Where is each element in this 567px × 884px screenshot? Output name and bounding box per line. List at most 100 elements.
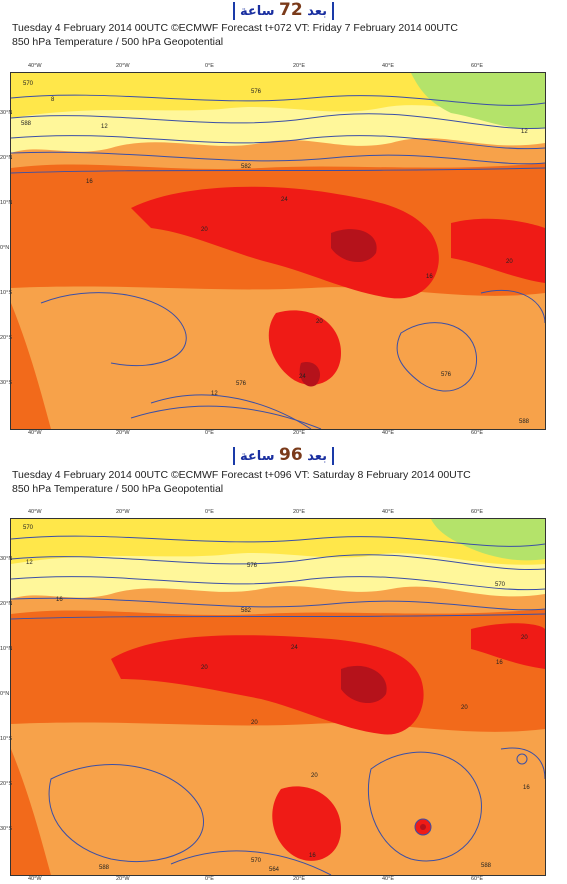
- temp-label: 20: [521, 635, 528, 641]
- lon-tick: 40°E: [382, 876, 394, 882]
- lon-tick: 40°W: [28, 509, 42, 515]
- temp-label: 12: [101, 124, 108, 130]
- lat-tick: 20°S: [0, 781, 12, 787]
- z500-label: 570: [495, 582, 506, 588]
- hottest-core: [341, 665, 387, 704]
- cold-zone: [411, 73, 545, 130]
- z500-label: 570: [251, 858, 262, 864]
- z500-label: 588: [519, 419, 530, 425]
- map-subtitle: 850 hPa Temperature / 500 hPa Geopotenti…: [12, 483, 224, 495]
- lat-tick: 30°N: [0, 110, 13, 116]
- lon-tick: 40°E: [382, 63, 394, 69]
- lon-tick: 0°E: [205, 63, 214, 69]
- z500-label: 570: [23, 81, 34, 87]
- map-title: Tuesday 4 February 2014 00UTC ©ECMWF For…: [12, 469, 471, 481]
- forecast-banner-box: بعد 96 ساعة: [233, 447, 334, 465]
- map-subtitle: 850 hPa Temperature / 500 hPa Geopotenti…: [12, 36, 224, 48]
- temp-label: 20: [316, 319, 323, 325]
- hot-zone-east: [451, 218, 545, 283]
- hot-zone-east: [471, 623, 545, 669]
- lat-tick: 30°S: [0, 380, 12, 386]
- hottest-core-south: [299, 362, 321, 387]
- temperature-labels: 8 12 16 20 24 20 24 16 20 12 12: [51, 97, 528, 397]
- temp-label: 20: [461, 705, 468, 711]
- cool-zone: [11, 73, 545, 118]
- temp-label: 16: [86, 179, 93, 185]
- lon-tick: 20°E: [293, 430, 305, 436]
- high-pressure-core: [420, 824, 426, 830]
- temp-label: 20: [311, 773, 318, 779]
- lon-tick: 60°E: [471, 430, 483, 436]
- banner-hours: 72: [279, 0, 303, 20]
- lon-tick: 0°E: [205, 876, 214, 882]
- temp-label: 24: [281, 197, 288, 203]
- lon-tick: 60°E: [471, 63, 483, 69]
- hot-zone-sahel: [131, 186, 439, 299]
- forecast-banner-96: بعد 96 ساعة: [0, 445, 567, 465]
- pressure-cell-east: [516, 753, 528, 765]
- warm-zone-southwest: [11, 303, 51, 429]
- temp-label: 16: [56, 597, 63, 603]
- z500-label: 570: [23, 525, 34, 531]
- forecast-banner-72: بعد 72 ساعة: [0, 0, 567, 20]
- geopotential-contours: [11, 94, 545, 429]
- lon-tick: 40°W: [28, 876, 42, 882]
- temperature-map: 12 16 20 24 20 20 20 20 16 16 16 570 576…: [10, 518, 546, 876]
- lon-tick: 20°W: [116, 509, 130, 515]
- temp-label: 20: [251, 720, 258, 726]
- z500-label: 588: [21, 121, 32, 127]
- temperature-map: 8 12 16 20 24 20 24 16 20 12 12 570 576 …: [10, 72, 546, 430]
- temp-label: 8: [51, 97, 55, 103]
- lat-tick: 10°S: [0, 290, 12, 296]
- geopotential-contours: [11, 535, 545, 875]
- temp-label: 12: [521, 129, 528, 135]
- hot-zone-south: [268, 310, 341, 385]
- lon-tick: 60°E: [471, 509, 483, 515]
- z500-label: 576: [251, 89, 262, 95]
- cool-zone: [11, 519, 545, 565]
- lat-tick: 20°N: [0, 601, 13, 607]
- z500-label: 564: [269, 867, 280, 873]
- temp-label: 16: [496, 660, 503, 666]
- lat-tick: 20°S: [0, 335, 12, 341]
- lon-tick: 20°W: [116, 63, 130, 69]
- lat-tick: 10°N: [0, 200, 13, 206]
- lon-tick: 20°E: [293, 876, 305, 882]
- temp-label: 16: [426, 274, 433, 280]
- lat-tick: 0°N: [0, 245, 10, 251]
- z500-label: 582: [241, 608, 252, 614]
- lon-tick: 20°W: [116, 876, 130, 882]
- lon-tick: 20°E: [293, 509, 305, 515]
- map-title: Tuesday 4 February 2014 00UTC ©ECMWF For…: [12, 22, 458, 34]
- temp-label: 12: [211, 391, 218, 397]
- forecast-banner-box: بعد 72 ساعة: [233, 2, 334, 20]
- lat-tick: 30°S: [0, 826, 12, 832]
- banner-hours: 96: [279, 445, 303, 465]
- warm-zone-southwest: [11, 749, 51, 875]
- lon-tick: 20°W: [116, 430, 130, 436]
- lat-tick: 20°N: [0, 155, 13, 161]
- temperature-labels: 12 16 20 24 20 20 20 20 16 16 16: [26, 560, 530, 859]
- geopotential-labels: 570 576 582 570 570 564 588 588: [23, 525, 506, 873]
- z500-label: 588: [481, 863, 492, 869]
- lon-tick: 0°E: [205, 509, 214, 515]
- temp-label: 16: [523, 785, 530, 791]
- z500-label: 588: [99, 865, 110, 871]
- lat-tick: 0°N: [0, 691, 10, 697]
- lon-tick: 40°W: [28, 430, 42, 436]
- temp-label: 20: [201, 227, 208, 233]
- banner-word: بعد: [307, 449, 327, 464]
- z500-label: 576: [236, 381, 247, 387]
- hottest-core: [331, 229, 377, 263]
- lat-tick: 10°S: [0, 736, 12, 742]
- banner-unit: ساعة: [240, 4, 275, 19]
- temp-label: 24: [291, 645, 298, 651]
- banner-word: بعد: [307, 4, 327, 19]
- lat-tick: 30°N: [0, 556, 13, 562]
- lon-tick: 40°E: [382, 509, 394, 515]
- temp-label: 16: [309, 853, 316, 859]
- forecast-map-panel-72: 40°W 20°W 0°E 20°E 40°E 60°E: [0, 62, 546, 436]
- z500-label: 576: [247, 563, 258, 569]
- hot-zone-sahel: [111, 635, 424, 735]
- z500-label: 576: [441, 372, 452, 378]
